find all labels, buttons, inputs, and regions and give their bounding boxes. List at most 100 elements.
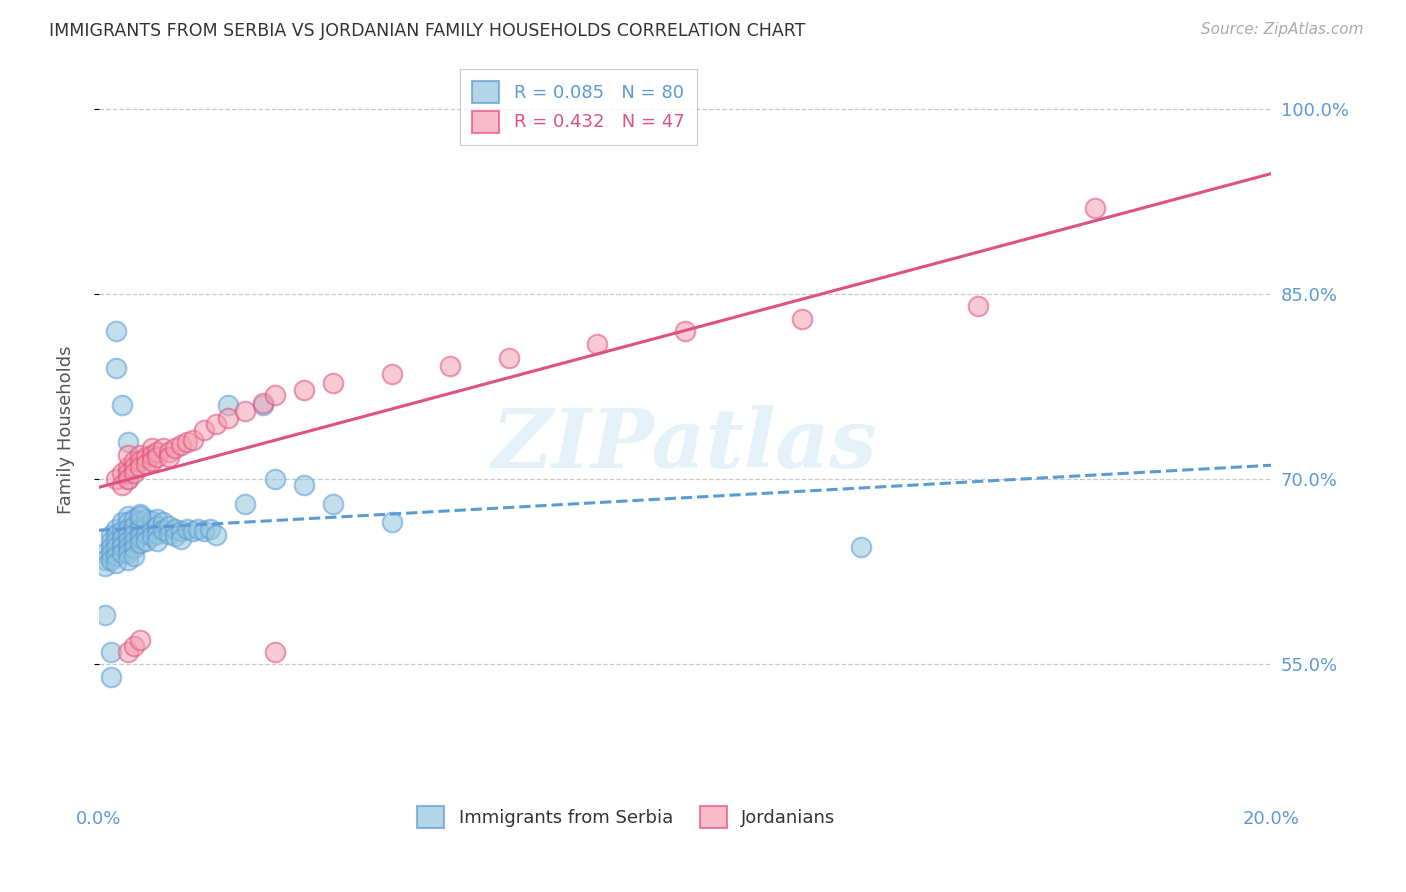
Point xyxy=(146,450,169,464)
Point xyxy=(141,454,163,468)
Point xyxy=(93,546,115,560)
Point xyxy=(205,528,228,542)
Point xyxy=(128,522,150,536)
Point xyxy=(128,459,150,474)
Point xyxy=(217,410,239,425)
Point xyxy=(163,442,186,456)
Point xyxy=(292,384,315,398)
Point xyxy=(111,539,134,553)
Point xyxy=(105,324,128,338)
Point xyxy=(117,516,139,530)
Point xyxy=(100,528,122,542)
Point xyxy=(117,472,139,486)
Point xyxy=(117,466,139,480)
Point xyxy=(292,478,315,492)
Point xyxy=(105,522,128,536)
Point xyxy=(233,497,256,511)
Point xyxy=(163,522,186,536)
Point xyxy=(105,556,128,570)
Point xyxy=(792,311,814,326)
Point xyxy=(146,512,169,526)
Point xyxy=(322,497,344,511)
Point xyxy=(141,448,163,462)
Point xyxy=(187,522,209,536)
Point xyxy=(141,522,163,536)
Point xyxy=(117,528,139,542)
Point xyxy=(111,546,134,560)
Point xyxy=(146,445,169,459)
Point xyxy=(263,645,285,659)
Point xyxy=(967,300,990,314)
Point xyxy=(122,526,145,541)
Point xyxy=(233,404,256,418)
Point xyxy=(128,507,150,521)
Point xyxy=(170,532,193,546)
Point xyxy=(111,524,134,538)
Point xyxy=(105,528,128,542)
Point xyxy=(498,351,520,366)
Point xyxy=(117,509,139,524)
Point xyxy=(128,454,150,468)
Point xyxy=(128,509,150,524)
Point xyxy=(111,398,134,412)
Point xyxy=(93,552,115,566)
Point xyxy=(157,526,180,541)
Point xyxy=(117,546,139,560)
Point xyxy=(117,645,139,659)
Point xyxy=(105,549,128,563)
Point xyxy=(135,519,157,533)
Point xyxy=(217,398,239,412)
Point xyxy=(122,454,145,468)
Point xyxy=(128,448,150,462)
Point xyxy=(122,534,145,549)
Point xyxy=(141,514,163,528)
Point xyxy=(849,540,872,554)
Point xyxy=(198,522,221,536)
Point xyxy=(170,524,193,538)
Point xyxy=(135,450,157,464)
Point xyxy=(141,442,163,456)
Point xyxy=(135,458,157,472)
Point xyxy=(322,376,344,390)
Point xyxy=(157,519,180,533)
Point xyxy=(163,529,186,543)
Point xyxy=(381,368,404,382)
Legend: Immigrants from Serbia, Jordanians: Immigrants from Serbia, Jordanians xyxy=(409,799,842,836)
Point xyxy=(122,541,145,556)
Point xyxy=(105,472,128,486)
Point xyxy=(117,459,139,474)
Point xyxy=(181,433,204,447)
Point xyxy=(100,670,122,684)
Point xyxy=(111,532,134,546)
Point xyxy=(152,442,174,456)
Point xyxy=(105,534,128,549)
Point xyxy=(93,558,115,573)
Point xyxy=(157,445,180,459)
Point xyxy=(117,534,139,549)
Point xyxy=(117,540,139,554)
Point xyxy=(111,516,134,530)
Point xyxy=(673,324,696,338)
Point xyxy=(193,524,215,538)
Point xyxy=(111,478,134,492)
Point xyxy=(128,529,150,543)
Text: Source: ZipAtlas.com: Source: ZipAtlas.com xyxy=(1201,22,1364,37)
Point xyxy=(111,466,134,480)
Point xyxy=(100,546,122,560)
Point xyxy=(105,540,128,554)
Point xyxy=(263,388,285,402)
Point xyxy=(205,417,228,431)
Point xyxy=(93,608,115,623)
Point xyxy=(152,516,174,530)
Y-axis label: Family Households: Family Households xyxy=(58,346,75,514)
Point xyxy=(117,552,139,566)
Point xyxy=(100,534,122,549)
Point xyxy=(122,519,145,533)
Point xyxy=(263,472,285,486)
Point xyxy=(146,526,169,541)
Point xyxy=(135,512,157,526)
Point xyxy=(117,448,139,462)
Point xyxy=(176,522,198,536)
Point xyxy=(128,514,150,528)
Text: IMMIGRANTS FROM SERBIA VS JORDANIAN FAMILY HOUSEHOLDS CORRELATION CHART: IMMIGRANTS FROM SERBIA VS JORDANIAN FAMI… xyxy=(49,22,806,40)
